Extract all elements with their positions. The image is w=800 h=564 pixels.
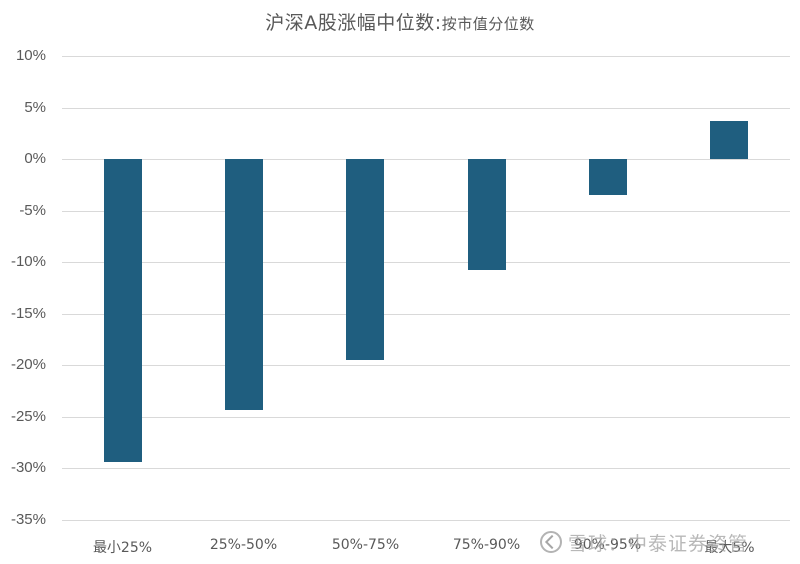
gridline — [62, 314, 790, 315]
bar — [710, 121, 748, 159]
gridline — [62, 159, 790, 160]
y-tick-label: -10% — [10, 253, 46, 270]
gridline — [62, 211, 790, 212]
x-tick-label: 90%-95% — [573, 537, 642, 553]
x-tick-label: 25%-50% — [209, 537, 278, 553]
gridline — [62, 262, 790, 263]
y-tick-label: 10% — [15, 47, 46, 64]
y-tick-label: -30% — [10, 459, 46, 476]
y-tick-label: -25% — [10, 408, 46, 425]
y-tick-label: 0% — [24, 150, 46, 167]
gridline — [62, 365, 790, 366]
y-tick-label: -15% — [10, 305, 46, 322]
bar — [589, 159, 627, 195]
y-tick-label: -35% — [10, 511, 46, 528]
bar — [104, 159, 142, 462]
gridline — [62, 417, 790, 418]
chart-title-main: 沪深A股涨幅中位数: — [265, 12, 442, 34]
x-tick-label: 最大5% — [704, 540, 755, 556]
gridline — [62, 56, 790, 57]
x-tick-label: 最小25% — [92, 540, 153, 556]
x-tick-label: 75%-90% — [452, 537, 521, 553]
gridline — [62, 108, 790, 109]
gridline — [62, 520, 790, 521]
gridline — [62, 468, 790, 469]
y-tick-label: 5% — [24, 99, 46, 116]
bar — [346, 159, 384, 360]
y-tick-label: -20% — [10, 356, 46, 373]
chart-title: 沪深A股涨幅中位数:按市值分位数 — [0, 8, 800, 35]
bar — [225, 159, 263, 410]
chart-title-sub: 按市值分位数 — [441, 15, 535, 33]
x-tick-label: 50%-75% — [331, 537, 400, 553]
y-tick-label: -5% — [19, 202, 46, 219]
bar — [468, 159, 506, 270]
